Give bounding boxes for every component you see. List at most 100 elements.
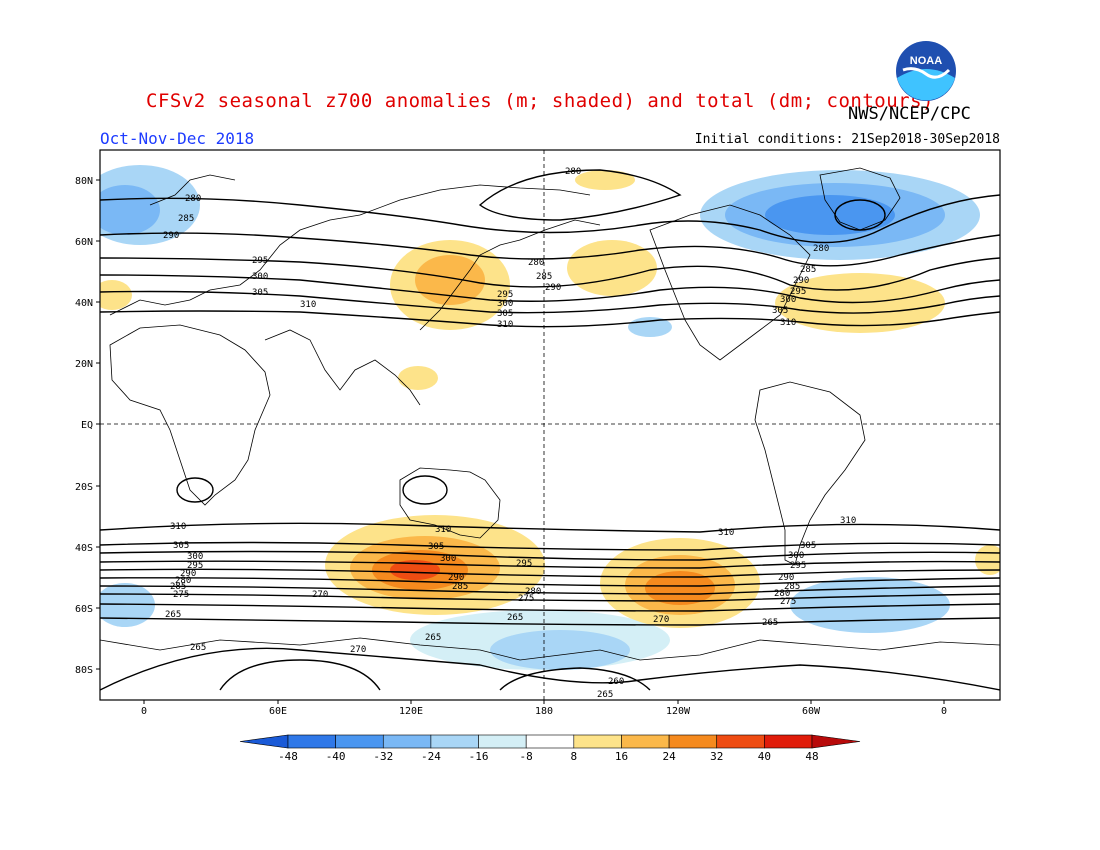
contour-280-arctic (478, 169, 682, 221)
contour-285-sh (100, 577, 1000, 587)
contour-label-sh: 265 (165, 610, 181, 620)
lat-tick-label: EQ (81, 420, 93, 431)
contour-label-sh: 300 (187, 552, 203, 562)
colorbar-tick-label: -48 (278, 750, 298, 763)
colorbar-swatch (764, 734, 813, 749)
colorbar-swatch (335, 734, 384, 749)
colorbar-tick-label: 16 (615, 750, 628, 763)
anomaly-positive-north-pacific (567, 240, 657, 296)
siberia-coast (359, 184, 591, 216)
contour-300-sh (100, 550, 1000, 561)
lat-tick-label: 60N (75, 237, 93, 248)
lon-tick-label: 0 (941, 706, 947, 717)
contour-label-nh: 290 (163, 231, 179, 241)
colorbar-swatch (668, 734, 718, 749)
contour-275-sh (100, 593, 1000, 602)
contour-label-nh: 280 (185, 194, 201, 204)
agency-label: NWS/NCEP/CPC (848, 104, 971, 124)
colorbar-tick-label: -8 (520, 750, 533, 763)
contour-label-sh: 280 (525, 587, 541, 597)
contour-label-nh: 300 (780, 295, 796, 305)
anomaly-negative-europe-inner (100, 185, 160, 235)
colorbar-swatch (478, 734, 527, 749)
africa-coast (109, 324, 271, 506)
contour-label-nh: 285 (536, 272, 552, 282)
colorbar-tick-label: 24 (662, 750, 676, 763)
contour-label-sh: 305 (173, 541, 189, 551)
colorbar-tick-label: 48 (805, 750, 818, 763)
contour-label-nh: 290 (545, 283, 561, 293)
noaa-logo-icon: NOAA (896, 41, 956, 101)
lat-tick-label: 20S (75, 482, 93, 493)
contour-label-sh: 275 (173, 590, 189, 600)
contour-label-nh: 280 (565, 167, 581, 177)
map-frame (99, 149, 1001, 701)
contour-label-sh: 280 (774, 589, 790, 599)
contour-label-nh: 305 (497, 309, 513, 319)
contour-label-sh: 295 (516, 559, 532, 569)
contour-265-sh (100, 617, 1000, 626)
south-america-coast (754, 381, 866, 566)
contour-label-nh: 305 (252, 288, 268, 298)
lon-tick-label: 0 (141, 706, 147, 717)
colorbar-swatch (430, 734, 479, 749)
contour-label-sh: 285 (170, 582, 186, 592)
lat-tick-label: 80S (75, 665, 93, 676)
colorbar-tick-label: 32 (710, 750, 723, 763)
contour-label-sh: 310 (170, 522, 186, 532)
contour-270-sh (100, 603, 1000, 612)
lon-tick-label: 60E (269, 706, 287, 717)
contour-label-nh: 300 (497, 299, 513, 309)
colorbar-swatch (525, 734, 575, 749)
lon-tick-label: 120E (399, 706, 423, 717)
colorbar-swatch (239, 734, 289, 749)
colorbar-tick-label: -24 (421, 750, 441, 763)
contour-310-sh (100, 522, 1000, 533)
lon-tick-label: 180 (535, 706, 553, 717)
contour-label-nh: 295 (497, 290, 513, 300)
latitude-axis: 80N 60N 40N 20N EQ 20S 40S 60S 80S (75, 176, 100, 676)
contour-labels: 280 285 290 295 300 305 310 280 280 285 … (163, 167, 856, 700)
contour-label-nh: 295 (252, 256, 268, 266)
contour-295-nh (100, 257, 1000, 291)
contour-260-polar (499, 667, 651, 691)
colorbar-swatch (621, 734, 670, 749)
anomaly-positive-philippine (398, 366, 438, 390)
map-title: CFSv2 seasonal z700 anomalies (m; shaded… (146, 90, 934, 112)
contour-closed-australia (402, 475, 448, 505)
contour-label-sh: 305 (428, 542, 444, 552)
contour-label-sh: 285 (452, 582, 468, 592)
antarctica-coast (100, 637, 1000, 661)
contour-label-nh: 310 (300, 300, 316, 310)
contour-closed-greenland (834, 199, 886, 231)
colorbar-tick-label: 40 (758, 750, 771, 763)
lon-tick-label: 120W (666, 706, 691, 717)
contour-label-nh: 310 (780, 318, 796, 328)
contour-label-sh: 300 (788, 551, 804, 561)
contour-label-sh: 265 (597, 690, 613, 700)
contour-label-sh: 295 (187, 561, 203, 571)
colorbar-swatch (287, 734, 336, 749)
anomaly-positive-japan-inner (415, 255, 485, 305)
contour-label-nh: 285 (178, 214, 194, 224)
contour-305-sh (100, 541, 1000, 551)
anomaly-negative-south-pacific-inner (490, 630, 630, 670)
contour-label-nh: 300 (252, 272, 268, 282)
contour-label-nh: 305 (772, 306, 788, 316)
contour-label-sh: 310 (718, 528, 734, 538)
contour-label-sh: 280 (175, 576, 191, 586)
contour-label-sh: 270 (653, 615, 669, 625)
colorbar-boxes (239, 734, 861, 749)
logo-text: NOAA (910, 55, 942, 67)
north-america-coast (649, 204, 811, 361)
colorbar-swatch (716, 734, 765, 749)
lat-tick-label: 40S (75, 543, 93, 554)
contour-label-nh: 280 (528, 258, 544, 268)
east-asia-coast (419, 219, 601, 331)
contour-270-polar (219, 659, 381, 691)
contour-label-sh: 290 (180, 569, 196, 579)
colorbar-ticks: -48 -40 -32 -24 -16 -8 8 16 24 32 40 48 (278, 750, 819, 763)
colorbar-swatch (573, 734, 622, 749)
